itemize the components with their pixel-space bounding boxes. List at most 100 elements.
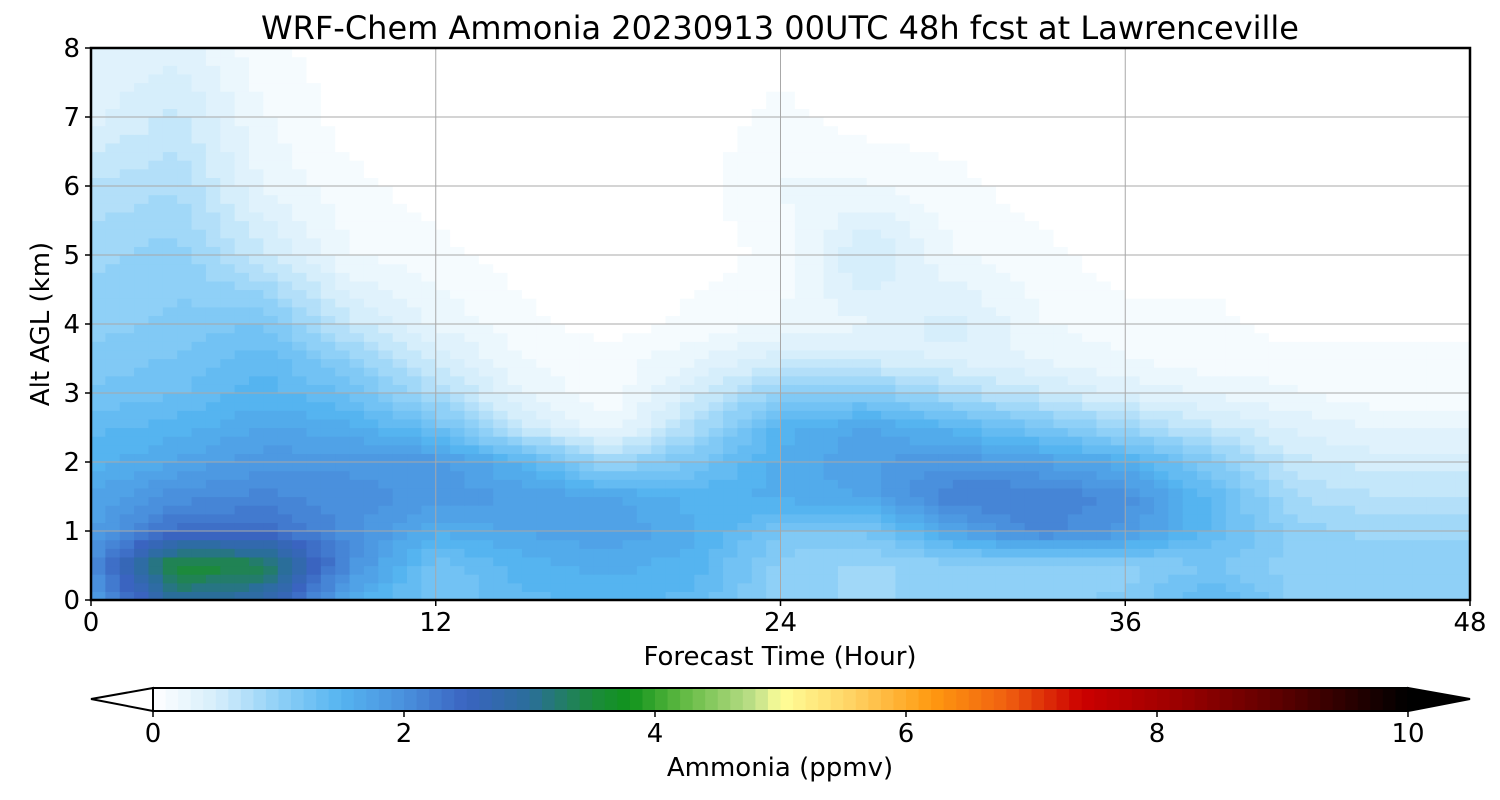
heatmap-cell <box>636 280 652 291</box>
heatmap-cell <box>651 298 667 308</box>
heatmap-cell <box>1297 263 1313 273</box>
heatmap-cell <box>507 479 523 489</box>
heatmap-cell <box>967 203 983 213</box>
heatmap-cell <box>665 401 681 411</box>
heatmap-cell <box>1153 375 1169 385</box>
heatmap-cell <box>1383 324 1399 334</box>
heatmap-cell <box>1182 375 1198 385</box>
heatmap-cell <box>881 384 897 394</box>
heatmap-cell <box>622 548 638 558</box>
heatmap-cell <box>1254 203 1270 213</box>
heatmap-cell <box>1067 548 1083 558</box>
heatmap-cell <box>507 410 523 420</box>
heatmap-cell <box>837 168 853 178</box>
heatmap-cell <box>1326 306 1342 316</box>
heatmap-cell <box>1398 479 1414 489</box>
heatmap-cell <box>177 565 193 575</box>
heatmap-cell <box>1153 470 1169 480</box>
heatmap-cell <box>1082 211 1098 222</box>
heatmap-cell <box>234 229 250 239</box>
heatmap-cell <box>191 410 207 420</box>
heatmap-cell <box>162 151 178 161</box>
heatmap-cell <box>837 427 853 437</box>
heatmap-cell <box>1441 462 1457 472</box>
heatmap-cell <box>1168 384 1184 394</box>
heatmap-cell <box>1297 384 1313 394</box>
heatmap-cell <box>1426 522 1442 532</box>
heatmap-cell <box>1125 289 1141 299</box>
heatmap-cell <box>608 470 624 480</box>
heatmap-cell <box>263 436 279 446</box>
heatmap-cell <box>1355 332 1371 342</box>
heatmap-cell <box>708 470 724 480</box>
heatmap-cell <box>320 203 336 213</box>
heatmap-cell <box>407 289 422 299</box>
heatmap-cell <box>852 246 868 256</box>
heatmap-cell <box>1110 160 1126 170</box>
heatmap-cell <box>967 470 983 480</box>
heatmap-cell <box>1153 160 1169 170</box>
heatmap-cell <box>349 280 365 291</box>
heatmap-cell <box>1254 384 1270 394</box>
heatmap-cell <box>306 453 322 463</box>
heatmap-cell <box>91 160 106 170</box>
heatmap-cell <box>1383 539 1399 549</box>
heatmap-cell <box>1398 194 1414 204</box>
heatmap-cell <box>794 341 810 351</box>
heatmap-cell <box>435 263 451 273</box>
heatmap-cell <box>1254 255 1270 265</box>
heatmap-cell <box>751 324 767 334</box>
heatmap-cell <box>780 375 796 385</box>
heatmap-cell <box>1369 246 1385 256</box>
heatmap-cell <box>995 462 1011 472</box>
heatmap-cell <box>1024 375 1040 385</box>
heatmap-cell <box>1024 341 1040 351</box>
heatmap-cell <box>435 298 451 308</box>
heatmap-cell <box>723 427 738 437</box>
heatmap-cell <box>1369 574 1385 584</box>
heatmap-cell <box>464 574 480 584</box>
heatmap-cell <box>521 203 537 213</box>
heatmap-cell <box>335 349 351 360</box>
heatmap-cell <box>191 470 207 480</box>
heatmap-cell <box>952 168 968 178</box>
heatmap-cell <box>708 367 724 377</box>
heatmap-cell <box>909 384 925 394</box>
heatmap-cell <box>924 349 940 360</box>
heatmap-cell <box>349 462 365 472</box>
heatmap-cell <box>794 444 810 454</box>
heatmap-cell <box>335 160 351 170</box>
heatmap-cell <box>1383 298 1399 308</box>
heatmap-cell <box>823 229 839 239</box>
heatmap-cell <box>493 470 509 480</box>
heatmap-cell <box>421 462 437 472</box>
heatmap-cell <box>1412 453 1428 463</box>
heatmap-cell <box>780 332 796 342</box>
heatmap-cell <box>1153 211 1169 222</box>
heatmap-cell <box>852 427 868 437</box>
heatmap-cell <box>924 229 940 239</box>
heatmap-cell <box>1039 375 1055 385</box>
heatmap-cell <box>177 263 193 273</box>
heatmap-cell <box>249 470 264 480</box>
heatmap-cell <box>1340 324 1356 334</box>
heatmap-cell <box>665 255 681 265</box>
heatmap-cell <box>1311 531 1327 541</box>
heatmap-cell <box>148 505 164 515</box>
heatmap-cell <box>1197 177 1213 187</box>
heatmap-cell <box>205 280 221 291</box>
heatmap-cell <box>536 177 552 187</box>
heatmap-cell <box>1139 548 1155 558</box>
heatmap-cell <box>234 436 250 446</box>
heatmap-cell <box>737 462 753 472</box>
heatmap-cell <box>1067 393 1083 403</box>
heatmap-cell <box>1053 358 1069 368</box>
heatmap-cell <box>363 375 379 385</box>
heatmap-cell <box>521 418 537 429</box>
heatmap-cell <box>1254 324 1270 334</box>
heatmap-cell <box>450 349 466 360</box>
heatmap-cell <box>593 324 609 334</box>
heatmap-cell <box>895 513 911 523</box>
heatmap-cell <box>191 255 207 265</box>
heatmap-cell <box>1211 418 1227 429</box>
